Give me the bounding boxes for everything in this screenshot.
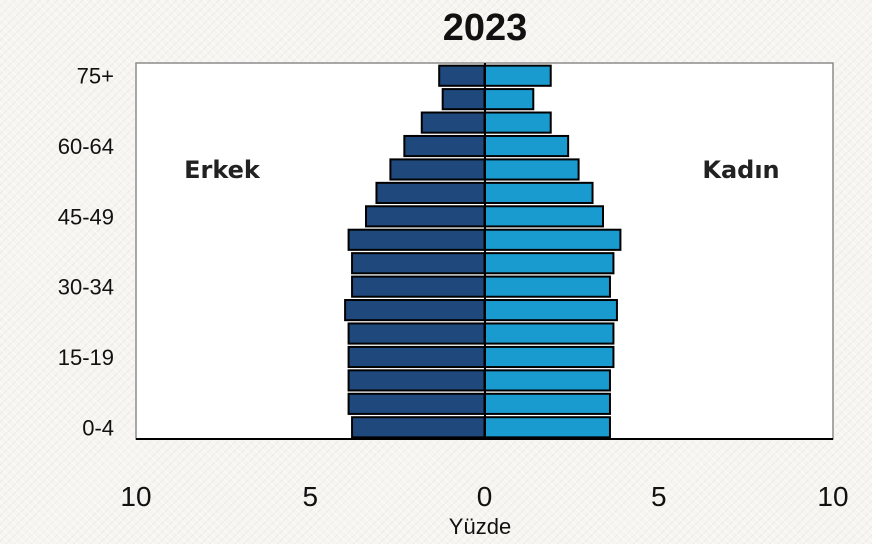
y-tick-label: 60-64 [58,134,114,159]
female-bar-30-34 [483,275,611,298]
female-bar-15-19 [483,345,615,369]
x-tick-label: 5 [302,481,318,512]
x-tick-label: 0 [477,481,493,512]
female-bar-5-9 [483,392,611,415]
male-bar-50-54 [375,181,486,204]
female-bar-65-69 [483,111,552,134]
female-bar-35-39 [483,252,615,275]
female-label: Kadın [702,156,779,184]
female-bar-0-4 [483,416,611,439]
male-label: Erkek [184,156,261,184]
female-bar-25-29 [483,299,618,322]
y-tick-label: 75+ [77,64,114,89]
male-bar-55-59 [389,158,486,181]
female-bar-55-59 [483,158,580,181]
female-bar-75+ [483,64,552,87]
male-bar-35-39 [351,252,486,275]
female-bar-60-64 [483,134,570,158]
male-bar-20-24 [347,322,486,345]
male-bar-45-49 [365,205,486,228]
male-bar-25-29 [344,299,486,322]
x-axis-label: Yüzde [449,514,511,539]
y-tick-label: 45-49 [58,204,114,229]
male-bar-75+ [438,64,486,87]
female-bar-20-24 [483,322,615,345]
male-bar-10-14 [347,369,486,392]
female-bar-70-74 [483,88,535,111]
x-tick-label: 10 [817,481,848,512]
x-tick-label: 5 [651,481,667,512]
y-tick-label: 0-4 [82,415,114,440]
male-bar-70-74 [441,88,486,111]
male-bar-0-4 [351,416,486,439]
female-bar-40-44 [483,228,622,251]
male-bar-40-44 [347,228,486,251]
male-bar-5-9 [347,392,486,415]
female-bar-45-49 [483,205,604,228]
male-bar-60-64 [403,134,486,158]
male-bar-30-34 [351,275,486,298]
chart-title: 2023 [443,7,528,49]
y-tick-labels: 0-4 15-19 30-34 45-49 60-64 75+ [58,64,114,441]
female-bar-50-54 [483,181,594,204]
male-bar-15-19 [347,345,486,369]
y-tick-label: 30-34 [58,275,114,300]
male-bar-65-69 [420,111,486,134]
x-tick-label: 10 [120,481,151,512]
female-bar-10-14 [483,369,611,392]
y-tick-label: 15-19 [58,345,114,370]
x-tick-labels: 10 5 0 5 10 [120,481,848,512]
